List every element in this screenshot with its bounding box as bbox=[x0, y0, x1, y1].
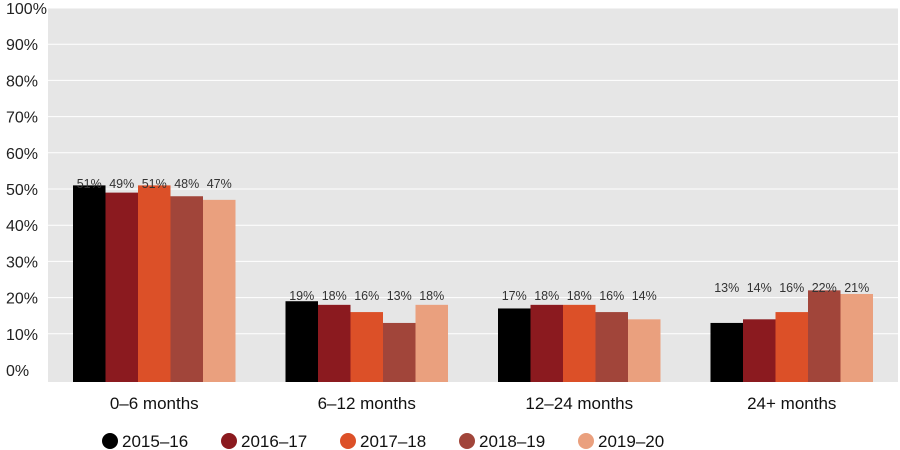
category-label: 24+ months bbox=[747, 394, 836, 413]
bar bbox=[73, 185, 106, 382]
bar bbox=[775, 312, 808, 382]
bar bbox=[808, 290, 841, 382]
y-tick-label: 70% bbox=[6, 110, 38, 127]
data-label: 48% bbox=[174, 177, 199, 191]
data-label: 21% bbox=[844, 281, 869, 295]
data-label: 17% bbox=[502, 289, 527, 303]
data-label: 18% bbox=[419, 289, 444, 303]
data-label: 16% bbox=[779, 281, 804, 295]
bar bbox=[350, 312, 383, 382]
bar bbox=[383, 322, 416, 382]
data-label: 51% bbox=[142, 177, 167, 191]
y-tick-label: 10% bbox=[6, 327, 38, 344]
y-tick-label: 100% bbox=[6, 1, 47, 18]
bar bbox=[105, 192, 138, 382]
y-tick-label: 60% bbox=[6, 146, 38, 163]
y-axis-ticks: 0% 10% 20% 30% 40% 50% 60% 70% 80% 90% 100% bbox=[6, 1, 47, 380]
data-label: 47% bbox=[207, 177, 232, 191]
data-label: 22% bbox=[812, 281, 837, 295]
data-label: 16% bbox=[599, 289, 624, 303]
data-label: 18% bbox=[322, 289, 347, 303]
legend-label: 2016–17 bbox=[241, 432, 307, 450]
legend-marker bbox=[340, 433, 356, 449]
data-labels: 51% 49% 51% 48% 47% 19% 18% 16% 13% 18% 17% 18% 18% 1… bbox=[77, 177, 870, 303]
y-tick-label: 30% bbox=[6, 254, 38, 271]
legend-label: 2018–19 bbox=[479, 432, 545, 450]
bar bbox=[563, 304, 596, 382]
data-label: 14% bbox=[747, 281, 772, 295]
legend-label: 2019–20 bbox=[598, 432, 664, 450]
category-labels: 0–6 months 6–12 months 12–24 months 24+ mon… bbox=[110, 394, 837, 413]
legend-label: 2015–16 bbox=[122, 432, 188, 450]
y-tick-label: 50% bbox=[6, 182, 38, 199]
data-label: 18% bbox=[534, 289, 559, 303]
bar bbox=[415, 304, 448, 382]
legend-marker bbox=[459, 433, 475, 449]
y-tick-label: 20% bbox=[6, 291, 38, 308]
y-tick-label: 80% bbox=[6, 73, 38, 90]
data-label: 14% bbox=[632, 289, 657, 303]
y-tick-label: 40% bbox=[6, 218, 38, 235]
bar bbox=[628, 319, 661, 382]
bar bbox=[710, 322, 743, 382]
bar bbox=[530, 304, 563, 382]
data-label: 19% bbox=[289, 289, 314, 303]
category-label: 12–24 months bbox=[525, 394, 633, 413]
data-label: 13% bbox=[714, 281, 739, 295]
bar bbox=[840, 293, 873, 382]
bar bbox=[743, 319, 776, 382]
legend-label: 2017–18 bbox=[360, 432, 426, 450]
data-label: 18% bbox=[567, 289, 592, 303]
bar bbox=[285, 301, 318, 382]
data-label: 13% bbox=[387, 289, 412, 303]
legend-marker bbox=[578, 433, 594, 449]
y-tick-label: 90% bbox=[6, 37, 38, 54]
category-label: 0–6 months bbox=[110, 394, 199, 413]
bar bbox=[138, 185, 171, 382]
bar bbox=[595, 312, 628, 382]
bars bbox=[73, 185, 873, 382]
data-label: 16% bbox=[354, 289, 379, 303]
legend-marker bbox=[221, 433, 237, 449]
data-label: 51% bbox=[77, 177, 102, 191]
category-label: 6–12 months bbox=[318, 394, 416, 413]
legend-marker bbox=[102, 433, 118, 449]
bar bbox=[318, 304, 351, 382]
bar bbox=[170, 196, 203, 382]
legend: 2015–16 2016–17 2017–18 2018–19 2019–20 bbox=[102, 432, 664, 450]
bar bbox=[203, 199, 236, 382]
data-label: 49% bbox=[109, 177, 134, 191]
bar bbox=[498, 308, 531, 382]
y-tick-label: 0% bbox=[6, 363, 29, 380]
